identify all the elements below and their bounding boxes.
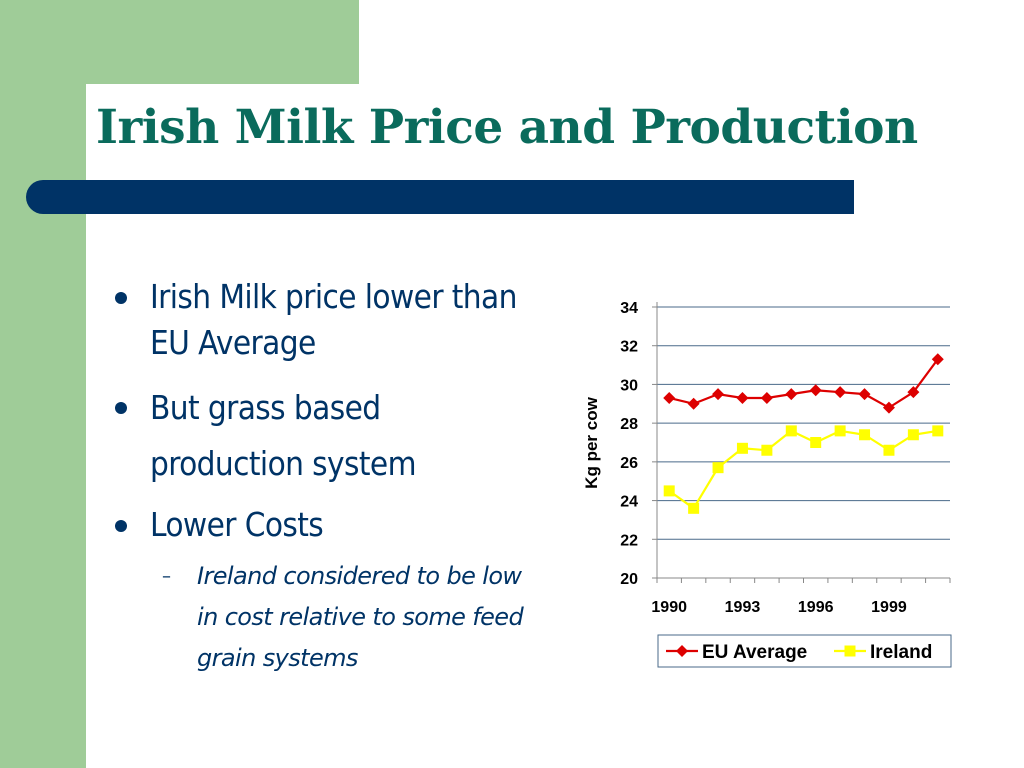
series-ireland bbox=[663, 425, 944, 514]
legend-square-icon bbox=[844, 645, 856, 657]
data-point-diamond bbox=[663, 391, 676, 404]
data-point-square bbox=[859, 429, 871, 441]
x-tick-label: 1999 bbox=[871, 599, 907, 616]
sub-bullet-text: Ireland considered to be low in cost rel… bbox=[197, 562, 524, 672]
bullet-list: Irish Milk price lower than EU Average B… bbox=[112, 274, 532, 679]
y-tick-label: 22 bbox=[620, 532, 638, 549]
series-eu-average bbox=[663, 353, 944, 414]
bullet-text: Irish Milk price lower than EU Average bbox=[150, 277, 517, 362]
y-tick-label: 32 bbox=[620, 339, 638, 356]
data-point-diamond bbox=[687, 397, 700, 410]
data-point-diamond bbox=[809, 384, 822, 397]
bullet-text: Lower Costs bbox=[150, 505, 324, 544]
chart-series bbox=[663, 353, 944, 514]
data-point-square bbox=[785, 425, 797, 437]
bullet-text: But grass based production system bbox=[150, 388, 417, 483]
bullet-dot-icon bbox=[115, 520, 127, 532]
y-tick-label: 30 bbox=[620, 377, 638, 394]
bullet-dot-icon bbox=[115, 292, 127, 304]
y-tick-label: 20 bbox=[620, 571, 638, 588]
green-band-left bbox=[0, 0, 86, 768]
y-tick-label: 34 bbox=[620, 300, 638, 317]
data-point-square bbox=[663, 485, 675, 497]
data-point-square bbox=[834, 425, 846, 437]
data-point-diamond bbox=[712, 388, 725, 401]
bullet-dot-icon bbox=[115, 402, 127, 414]
slide-title: Irish Milk Price and Production bbox=[96, 100, 918, 155]
data-point-square bbox=[736, 442, 748, 454]
data-point-diamond bbox=[760, 391, 773, 404]
green-band-top bbox=[86, 0, 359, 84]
data-point-square bbox=[688, 502, 700, 514]
sub-bullet-item: – Ireland considered to be low in cost r… bbox=[112, 556, 532, 679]
data-point-square bbox=[761, 444, 773, 456]
data-point-square bbox=[907, 429, 919, 441]
data-point-diamond bbox=[736, 391, 749, 404]
legend-label: EU Average bbox=[702, 642, 807, 663]
x-tick-label: 1996 bbox=[798, 599, 834, 616]
sub-bullet-dash: – bbox=[162, 566, 171, 587]
data-point-diamond bbox=[882, 401, 895, 414]
y-tick-label: 26 bbox=[620, 455, 638, 472]
legend-label: Ireland bbox=[870, 642, 932, 663]
data-point-diamond bbox=[785, 388, 798, 401]
bullet-item: Lower Costs bbox=[112, 502, 532, 548]
series-line bbox=[668, 358, 939, 409]
chart-gridlines bbox=[657, 306, 950, 540]
bullet-item: Irish Milk price lower than EU Average bbox=[112, 274, 532, 366]
data-point-square bbox=[932, 425, 944, 437]
series-line bbox=[668, 429, 938, 510]
x-tick-label: 1993 bbox=[725, 599, 761, 616]
data-point-square bbox=[810, 437, 822, 448]
data-point-diamond bbox=[834, 386, 847, 399]
y-axis-label: Kg per cow bbox=[582, 396, 601, 488]
x-tick-labels: 1990 1993 1996 1999 bbox=[651, 599, 906, 616]
y-tick-label: 24 bbox=[620, 494, 638, 511]
milk-yield-chart: 20 22 24 26 28 30 32 34 1990 1993 1996 1999 Kg per… bbox=[582, 300, 952, 668]
legend-diamond-icon bbox=[676, 645, 688, 657]
data-point-diamond bbox=[907, 386, 920, 399]
bullet-item: But grass based production system bbox=[112, 380, 532, 492]
chart-axes bbox=[652, 302, 951, 583]
legend-box bbox=[657, 634, 952, 668]
title-underline-bar bbox=[26, 180, 854, 214]
chart-legend: EU Average Ireland bbox=[657, 634, 952, 668]
y-tick-labels: 20 22 24 26 28 30 32 34 bbox=[620, 300, 638, 588]
y-tick-label: 28 bbox=[620, 416, 638, 433]
x-tick-label: 1990 bbox=[651, 599, 687, 616]
data-point-diamond bbox=[858, 388, 871, 401]
data-point-diamond bbox=[931, 353, 944, 366]
data-point-square bbox=[712, 462, 724, 474]
data-point-square bbox=[883, 444, 895, 456]
